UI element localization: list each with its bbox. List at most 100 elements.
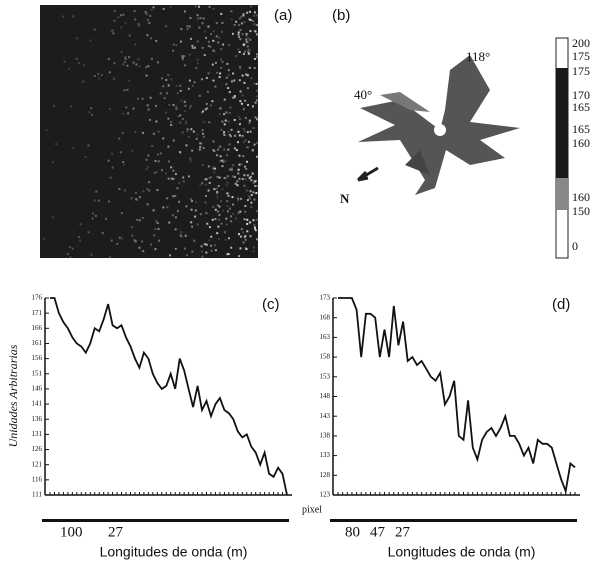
speckle-dot [250, 201, 253, 204]
speckle-dot [181, 58, 184, 61]
speckle-dot [187, 87, 190, 90]
speckle-dot [88, 111, 91, 114]
speckle-dot [214, 85, 217, 88]
speckle-dot [157, 228, 160, 231]
speckle-dot [246, 174, 249, 177]
speckle-dot [124, 58, 127, 61]
speckle-dot [243, 236, 246, 239]
speckle-dot [246, 41, 249, 44]
speckle-dot [188, 79, 191, 82]
y-tick-label: 148 [320, 392, 331, 400]
speckle-dot [122, 161, 125, 164]
speckle-dot [187, 135, 190, 138]
speckle-dot [156, 189, 159, 192]
speckle-dot [205, 243, 208, 246]
speckle-dot [251, 179, 254, 182]
speckle-dot [237, 130, 240, 133]
speckle-dot [205, 76, 208, 79]
speckle-dot [127, 112, 130, 115]
speckle-dot [145, 168, 148, 171]
speckle-dot [180, 99, 183, 102]
speckle-dot [248, 197, 251, 200]
speckle-dot [252, 182, 255, 185]
speckle-dot [254, 116, 257, 119]
colorbar-label: 170 [572, 88, 590, 102]
x-axis-label: Longitudes de onda (m) [100, 544, 248, 560]
speckle-dot [138, 24, 141, 27]
speckle-dot [122, 112, 125, 115]
speckle-dot [228, 111, 231, 114]
speckle-dot [244, 139, 247, 142]
speckle-dot [214, 167, 217, 170]
speckle-dot [93, 75, 96, 78]
speckle-dot [213, 171, 216, 174]
speckle-dot [162, 7, 165, 10]
speckle-dot [171, 214, 174, 217]
speckle-dot [200, 142, 203, 145]
speckle-dot [196, 58, 199, 61]
speckle-dot [243, 21, 246, 24]
speckle-dot [176, 187, 179, 190]
speckle-dot [87, 144, 90, 147]
speckle-dot [249, 130, 252, 133]
speckle-dot [201, 255, 204, 258]
speckle-dot [178, 200, 181, 203]
colorbar-label: 0 [572, 239, 578, 253]
speckle-dot [147, 154, 150, 157]
speckle [42, 5, 258, 258]
speckle-dot [238, 115, 241, 118]
speckle-dot [122, 13, 125, 16]
speckle-dot [247, 103, 250, 106]
speckle-dot [157, 160, 160, 163]
wavelength-axis [42, 519, 289, 522]
speckle-dot [227, 74, 230, 77]
speckle-dot [212, 79, 215, 82]
speckle-dot [185, 205, 188, 208]
speckle-dot [148, 181, 151, 184]
speckle-dot [213, 150, 216, 153]
speckle-dot [148, 21, 151, 24]
speckle-dot [256, 89, 258, 92]
speckle-dot [138, 246, 141, 249]
speckle-dot [220, 66, 223, 69]
speckle-dot [172, 177, 175, 180]
speckle-dot [170, 177, 173, 180]
speckle-dot [166, 92, 169, 95]
speckle-dot [152, 209, 155, 212]
speckle-dot [191, 47, 194, 50]
y-tick-label: 136 [32, 415, 43, 423]
speckle-dot [245, 33, 248, 36]
speckle-dot [112, 77, 115, 80]
speckle-dot [184, 234, 187, 237]
speckle-dot [212, 39, 215, 42]
speckle-dot [154, 228, 157, 231]
speckle-dot [174, 247, 177, 250]
speckle-dot [247, 52, 250, 55]
speckle-dot [170, 78, 173, 81]
y-axis-label: Unidades Arbitrarias [6, 344, 20, 447]
speckle-dot [141, 97, 144, 100]
speckle-dot [240, 163, 243, 166]
speckle-dot [147, 108, 150, 111]
speckle-dot [118, 137, 121, 140]
speckle-dot [134, 18, 137, 21]
speckle-dot [128, 34, 131, 37]
speckle-dot [93, 199, 96, 202]
speckle-dot [167, 117, 170, 120]
speckle-dot [232, 72, 235, 75]
speckle-dot [221, 188, 224, 191]
speckle-dot [77, 235, 80, 238]
speckle-dot [210, 33, 213, 36]
speckle-dot [227, 237, 230, 240]
speckle-dot [205, 178, 208, 181]
speckle-dot [126, 64, 129, 67]
speckle-dot [152, 132, 155, 135]
speckle-dot [242, 231, 245, 234]
speckle-dot [235, 20, 238, 23]
speckle-dot [82, 64, 85, 67]
speckle-dot [154, 104, 157, 107]
y-tick-label: 131 [32, 430, 43, 438]
speckle-dot [238, 51, 241, 54]
speckle-dot [233, 175, 236, 178]
speckle-dot [174, 216, 177, 219]
